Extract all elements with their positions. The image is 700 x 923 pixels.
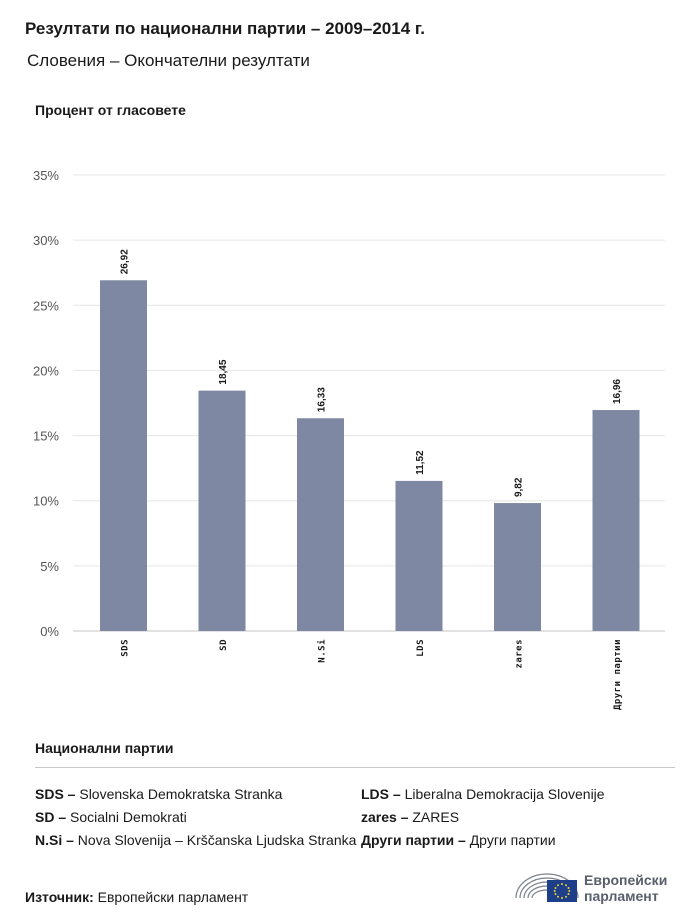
bar (494, 503, 541, 631)
y-tick-label: 0% (40, 624, 59, 639)
source-note: Източник: Европейски парламент (25, 889, 248, 905)
y-tick-label: 30% (33, 233, 59, 248)
legend-name: Други партии (469, 832, 556, 848)
european-parliament-logo: Европейски парламент (514, 866, 684, 908)
legend-abbr: SD – (35, 809, 67, 825)
bar (198, 390, 246, 631)
bar (100, 280, 147, 631)
legend-divider (35, 767, 675, 768)
legend-abbr: Други партии – (361, 832, 466, 848)
x-tick-label: LDS (416, 639, 426, 657)
x-tick-label: zares (515, 639, 525, 669)
y-tick-label: 35% (33, 168, 59, 183)
legend-abbr: SDS – (35, 786, 76, 802)
chart-subtitle: Словения – Окончателни резултати (27, 51, 310, 70)
source-value: Европейски парламент (97, 889, 249, 905)
logo-line-2: парламент (584, 888, 659, 904)
y-tick-label: 5% (40, 559, 59, 574)
y-tick-label: 20% (33, 363, 59, 378)
bar-chart: 0% 5% 10% 15% 20% 25% 30% 35% 26,92 SDS 18,45 SD 16,… (33, 168, 665, 710)
bar-value-label: 9,82 (514, 477, 525, 497)
bar-value-label: 11,52 (415, 450, 426, 475)
y-tick-label: 15% (33, 429, 59, 444)
parliament-hemicycle-icon (515, 873, 579, 902)
legend-item-sd: SD – Socialni Demokrati (35, 809, 187, 825)
bar (297, 418, 344, 631)
y-tick-label: 10% (33, 494, 59, 509)
bar-value-label: 26,92 (120, 249, 131, 274)
legend-abbr: N.Si – (35, 832, 74, 848)
legend-name: Socialni Demokrati (70, 809, 187, 825)
legend-item-nsi: N.Si – Nova Slovenija – Krščanska Ljudsk… (35, 832, 356, 848)
legend-abbr: zares – (361, 809, 409, 825)
legend-item-sds: SDS – Slovenska Demokratska Stranka (35, 786, 282, 802)
legend-name: Slovenska Demokratska Stranka (79, 786, 283, 802)
y-axis-label: Процент от гласовете (35, 102, 186, 118)
x-tick-label: SDS (121, 639, 131, 657)
legend-item-zares: zares – ZARES (361, 809, 459, 825)
legend-name: ZARES (412, 809, 460, 825)
x-tick-label: N.Si (317, 639, 328, 663)
legend-name: Liberalna Demokracija Slovenije (404, 786, 605, 802)
source-label: Източник: (25, 889, 94, 905)
bar (395, 480, 443, 631)
legend-abbr: LDS – (361, 786, 401, 802)
logo-line-1: Европейски (584, 872, 668, 888)
bar-value-label: 18,45 (218, 359, 229, 384)
x-tick-label: Други партии (613, 639, 623, 710)
legend-item-other: Други партии – Други партии (361, 832, 556, 848)
logo-text: Европейски парламент (584, 872, 667, 904)
x-tick-label: SD (219, 639, 229, 651)
y-tick-label: 25% (33, 298, 59, 313)
bar-value-label: 16,96 (612, 379, 623, 404)
bar-value-label: 16,33 (317, 387, 328, 412)
legend-title: Национални партии (35, 740, 174, 756)
chart-title: Резултати по национални партии – 2009–20… (25, 19, 425, 38)
legend-name: Nova Slovenija – Krščanska Ljudska Stran… (77, 832, 357, 848)
legend-item-lds: LDS – Liberalna Demokracija Slovenije (361, 786, 605, 802)
bar (592, 410, 640, 631)
